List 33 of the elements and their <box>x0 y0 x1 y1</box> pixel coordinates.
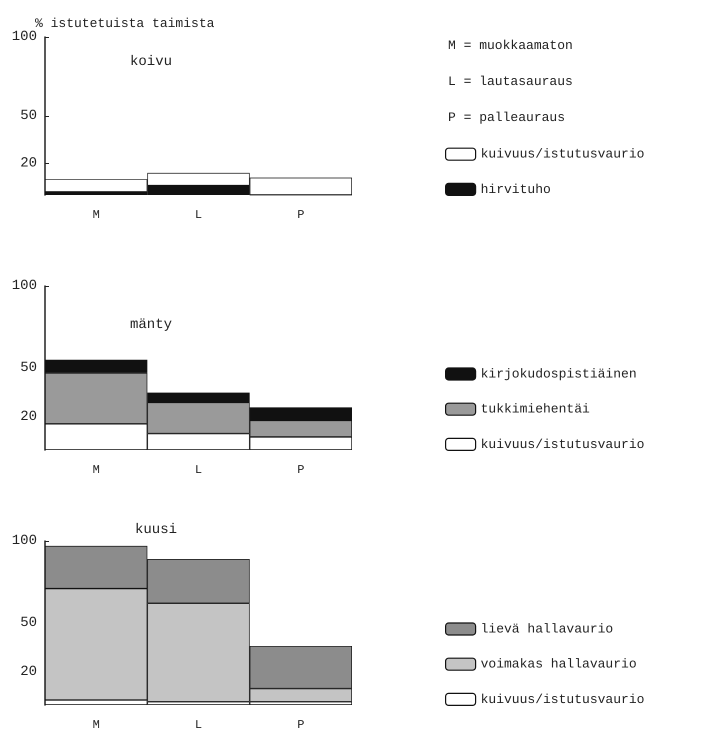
legend-label: kirjokudospistiäinen <box>480 366 637 382</box>
y-tick-label: 50 <box>20 615 37 631</box>
legend-label: kuivuus/istutusvaurio <box>480 692 644 707</box>
legend-label: lievä hallavaurio <box>480 622 614 636</box>
x-tick-label: L <box>194 718 202 732</box>
x-tick-label: M <box>92 463 100 477</box>
text: mänty <box>130 317 172 333</box>
x-tick-label: P <box>297 463 304 477</box>
text: koivu <box>130 54 172 70</box>
legend-label: tukkimiehentäi <box>480 402 590 417</box>
y-tick-label: 100 <box>12 278 37 294</box>
x-tick-label: M <box>92 208 100 222</box>
y-tick-label: 20 <box>20 409 37 426</box>
chart-title: kuusi <box>135 522 178 538</box>
legend-label: kuivuus/istutusvaurio <box>480 146 644 162</box>
x-tick-label: M <box>92 718 100 732</box>
y-axis-title: % istutetuista taimista <box>35 16 215 32</box>
y-tick-label: 20 <box>20 155 37 172</box>
y-tick-label: 100 <box>12 29 37 45</box>
x-tick-label: P <box>297 718 304 732</box>
y-tick-label: 100 <box>12 533 37 549</box>
x-tick-label: L <box>194 208 202 222</box>
text: P = palleauraus <box>448 110 566 125</box>
y-tick-label: 50 <box>20 108 37 124</box>
legend-label: voimakas hallavaurio <box>480 656 637 672</box>
text: L = lautasauraus <box>448 74 573 89</box>
y-tick-label: 20 <box>20 664 37 680</box>
x-tick-label: P <box>297 208 304 222</box>
text: M = muokkaamaton <box>448 38 573 53</box>
y-tick-label: 50 <box>20 360 37 376</box>
legend-label: kuivuus/istutusvaurio <box>480 436 644 452</box>
x-tick-label: L <box>194 463 202 477</box>
legend-label: hirvituho <box>480 182 551 197</box>
